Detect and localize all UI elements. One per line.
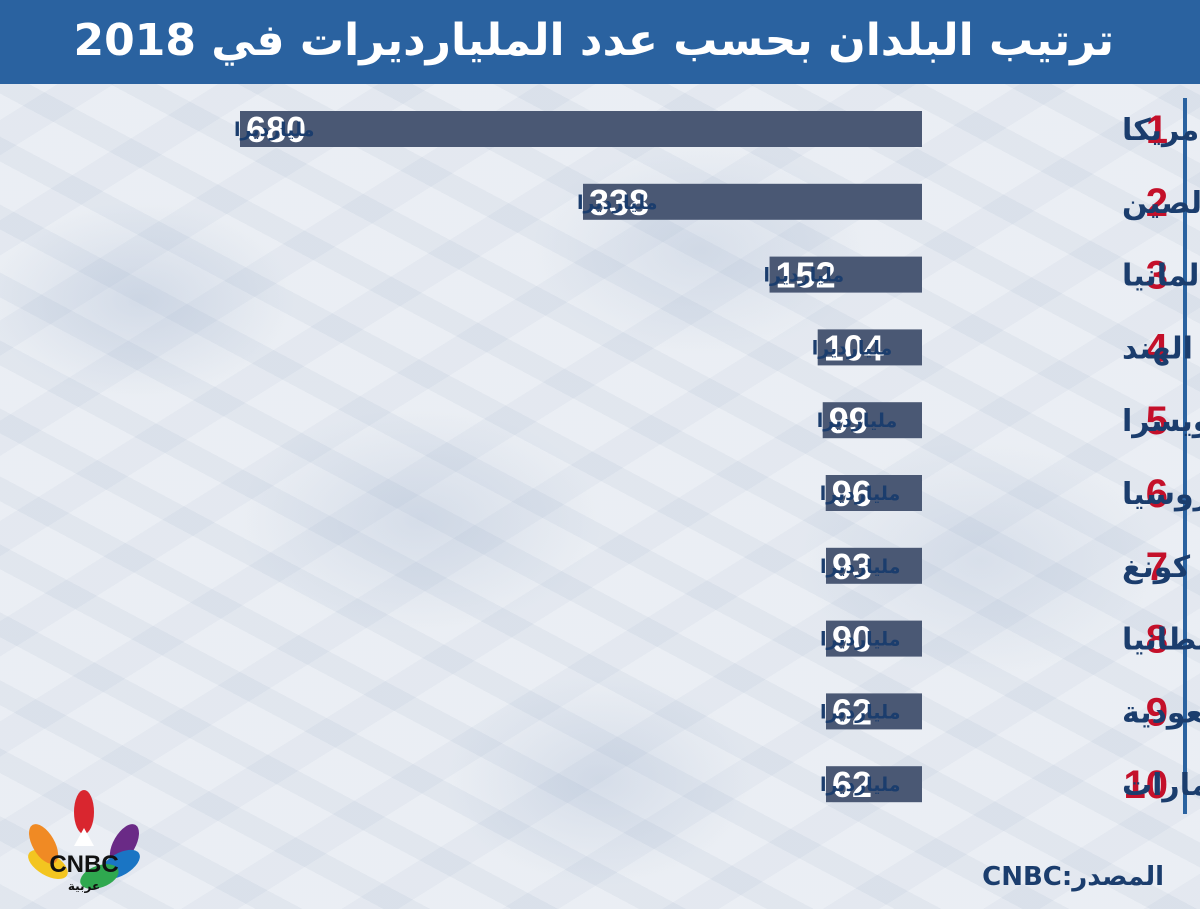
bar — [769, 256, 922, 293]
unit-label: مليارديرا — [577, 192, 658, 214]
bar — [583, 183, 922, 220]
unit-label: مليارديرا — [820, 629, 901, 651]
unit-label: مليارديرا — [234, 119, 315, 141]
rank-label: 9 — [1146, 690, 1168, 734]
bar — [817, 329, 922, 366]
rank-label: 2 — [1146, 181, 1168, 225]
unit-label: مليارديرا — [812, 337, 893, 359]
logo-subtext: عربية — [68, 879, 100, 893]
bar — [240, 111, 922, 147]
unit-label: مليارديرا — [820, 483, 901, 505]
value-label: 338 — [589, 182, 649, 223]
bar — [822, 402, 922, 439]
cnbc-logo: CNBC عربية — [28, 790, 140, 893]
right-edge-rule — [1183, 98, 1187, 814]
rank-label: 10 — [1124, 763, 1169, 807]
category-label: روسيا — [1122, 477, 1200, 512]
category-label: الهند — [1122, 331, 1193, 366]
unit-label: مليارديرا — [817, 410, 898, 432]
unit-label: مليارديرا — [820, 774, 901, 796]
rank-label: 7 — [1146, 545, 1168, 589]
peacock-icon — [28, 790, 140, 889]
value-label: 104 — [824, 327, 884, 368]
rank-label: 6 — [1146, 472, 1168, 516]
category-label: السعودية — [1122, 695, 1200, 730]
value-label: 90 — [832, 619, 872, 660]
rank-label: 4 — [1146, 326, 1169, 370]
logo-text: CNBC — [49, 851, 118, 878]
rank-label: 1 — [1146, 108, 1168, 152]
category-label: أمريكا — [1122, 110, 1200, 148]
unit-label: مليارديرا — [764, 265, 845, 287]
category-label: بريطانيا — [1122, 623, 1200, 658]
bar-chart: 1أمريكا680مليارديرا2الصين338مليارديرا3أل… — [234, 98, 1200, 814]
category-label: هونغ كونغ — [1122, 550, 1200, 585]
value-label: 62 — [832, 691, 872, 732]
rank-label: 5 — [1146, 399, 1168, 443]
category-label: ألمانيا — [1122, 256, 1200, 294]
bar — [826, 766, 922, 803]
category-label: الإمارات — [1122, 768, 1200, 803]
category-label: سويسرا — [1122, 404, 1200, 439]
value-label: 99 — [829, 400, 869, 441]
unit-label: مليارديرا — [820, 556, 901, 578]
unit-label: مليارديرا — [820, 701, 901, 723]
value-label: 93 — [832, 546, 872, 587]
source-note: المصدر:CNBC — [982, 862, 1164, 892]
category-label: الصين — [1122, 186, 1200, 221]
bar — [826, 547, 922, 584]
value-label: 152 — [776, 255, 836, 296]
rank-label: 8 — [1146, 618, 1168, 662]
value-label: 62 — [832, 764, 872, 805]
value-label: 680 — [246, 109, 306, 150]
page-title: ترتيب البلدان بحسب عدد المليارديرات في 2… — [73, 15, 1114, 66]
rank-label: 3 — [1146, 254, 1168, 298]
value-label: 96 — [832, 473, 872, 514]
header-bar: ترتيب البلدان بحسب عدد المليارديرات في 2… — [0, 0, 1200, 84]
bar — [826, 620, 922, 657]
bar — [826, 693, 922, 730]
bar — [825, 475, 922, 511]
